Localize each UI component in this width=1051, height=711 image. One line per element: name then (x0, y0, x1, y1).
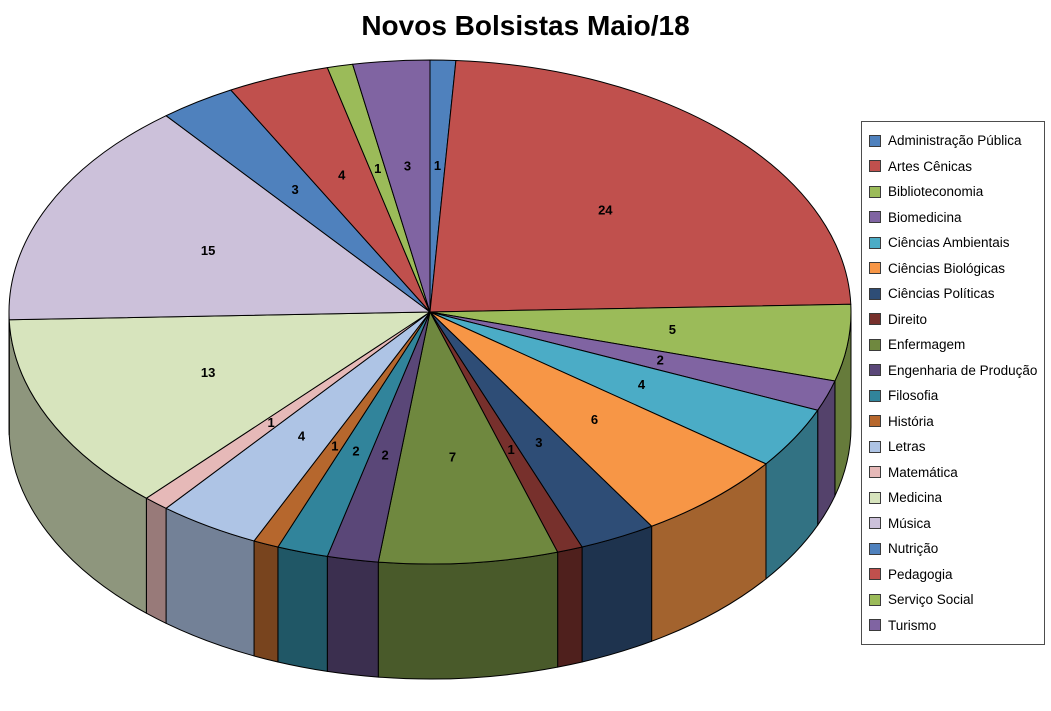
legend-item: Pedagogia (869, 562, 1040, 588)
legend-swatch (869, 236, 881, 249)
legend-item: Direito (869, 307, 1040, 333)
legend-label: Artes Cênicas (888, 158, 973, 174)
pie-slice-side (253, 540, 279, 663)
legend-swatch (869, 593, 881, 606)
legend-label: História (888, 413, 934, 429)
legend-item: Biblioteconomia (869, 179, 1040, 205)
legend-label: Ciências Biológicas (888, 260, 1006, 276)
legend-item: História (869, 409, 1040, 435)
slice-label: 7 (449, 450, 456, 465)
legend-item: Biomedicina (869, 205, 1040, 231)
slice-label: 1 (331, 439, 338, 454)
legend-item: Letras (869, 434, 1040, 460)
legend-swatch (869, 134, 881, 147)
slice-label: 1 (508, 442, 515, 457)
legend-swatch (869, 517, 881, 530)
legend-swatch (869, 313, 881, 326)
slice-label: 1 (434, 158, 441, 173)
legend-swatch (869, 415, 881, 428)
legend-label: Administração Pública (888, 133, 1022, 149)
legend-swatch (869, 491, 881, 504)
legend-label: Ciências Ambientais (888, 235, 1010, 251)
legend-label: Nutrição (888, 541, 939, 557)
pie-slice-side (326, 555, 379, 678)
pie-slice-side (145, 497, 167, 624)
legend-swatch (869, 262, 881, 275)
legend-label: Biomedicina (888, 209, 962, 225)
legend-item: Enfermagem (869, 332, 1040, 358)
legend-item: Música (869, 511, 1040, 537)
legend-item: Ciências Biológicas (869, 256, 1040, 282)
slice-label: 3 (535, 435, 542, 450)
pie-slice (8, 115, 431, 321)
slice-label: 24 (598, 202, 613, 217)
legend-swatch (869, 466, 881, 479)
pie-slice (8, 311, 431, 499)
pie-slice (352, 59, 431, 313)
slice-label: 1 (374, 161, 381, 176)
legend-item: Turismo (869, 613, 1040, 639)
slice-label: 4 (298, 428, 306, 443)
legend-item: Matemática (869, 460, 1040, 486)
legend-label: Direito (888, 311, 928, 327)
legend-swatch (869, 568, 881, 581)
legend-swatch (869, 619, 881, 632)
legend-item: Engenharia de Produção (869, 358, 1040, 384)
legend-label: Biblioteconomia (888, 184, 984, 200)
slice-label: 5 (669, 322, 676, 337)
legend-item: Ciências Ambientais (869, 230, 1040, 256)
legend-swatch (869, 211, 881, 224)
pie-slice (429, 311, 767, 527)
legend-item: Nutrição (869, 536, 1040, 562)
legend-label: Medicina (888, 490, 943, 506)
legend-label: Matemática (888, 464, 958, 480)
pie-slice-side (557, 546, 583, 668)
legend-label: Serviço Social (888, 592, 974, 608)
legend-swatch (869, 287, 881, 300)
legend-swatch (869, 389, 881, 402)
legend-label: Filosofia (888, 388, 939, 404)
legend-label: Pedagogia (888, 566, 953, 582)
slice-label: 1 (268, 415, 275, 430)
slice-label: 13 (201, 365, 215, 380)
legend-item: Administração Pública (869, 128, 1040, 154)
pie-slice-side (277, 546, 328, 672)
slice-label: 3 (404, 158, 411, 173)
legend-item: Artes Cênicas (869, 154, 1040, 180)
legend-item: Filosofia (869, 383, 1040, 409)
legend-swatch (869, 440, 881, 453)
slice-label: 3 (292, 182, 299, 197)
slice-label: 4 (638, 377, 646, 392)
legend-swatch (869, 338, 881, 351)
slice-label: 15 (201, 243, 215, 258)
legend-swatch (869, 542, 881, 555)
legend-label: Letras (888, 439, 926, 455)
legend-label: Ciências Políticas (888, 286, 995, 302)
slice-label: 2 (352, 443, 359, 458)
legend-item: Serviço Social (869, 587, 1040, 613)
legend-label: Enfermagem (888, 337, 966, 353)
legend-item: Ciências Políticas (869, 281, 1040, 307)
slice-label: 6 (591, 412, 598, 427)
pie-slice-side (377, 551, 559, 680)
pie-slice (377, 311, 559, 565)
legend: Administração Pública Artes Cênicas Biblio… (861, 121, 1045, 645)
legend-label: Música (888, 515, 931, 531)
legend-item: Medicina (869, 485, 1040, 511)
legend-swatch (869, 364, 881, 377)
legend-label: Turismo (888, 617, 937, 633)
pie-slice (429, 59, 852, 313)
slice-label: 2 (382, 448, 389, 463)
chart-title: Novos Bolsistas Maio/18 (361, 10, 690, 41)
legend-swatch (869, 185, 881, 198)
slice-label: 4 (338, 168, 346, 183)
legend-swatch (869, 160, 881, 173)
legend-label: Engenharia de Produção (888, 362, 1038, 378)
slice-label: 2 (657, 353, 664, 368)
pie-slice-side (581, 525, 653, 663)
